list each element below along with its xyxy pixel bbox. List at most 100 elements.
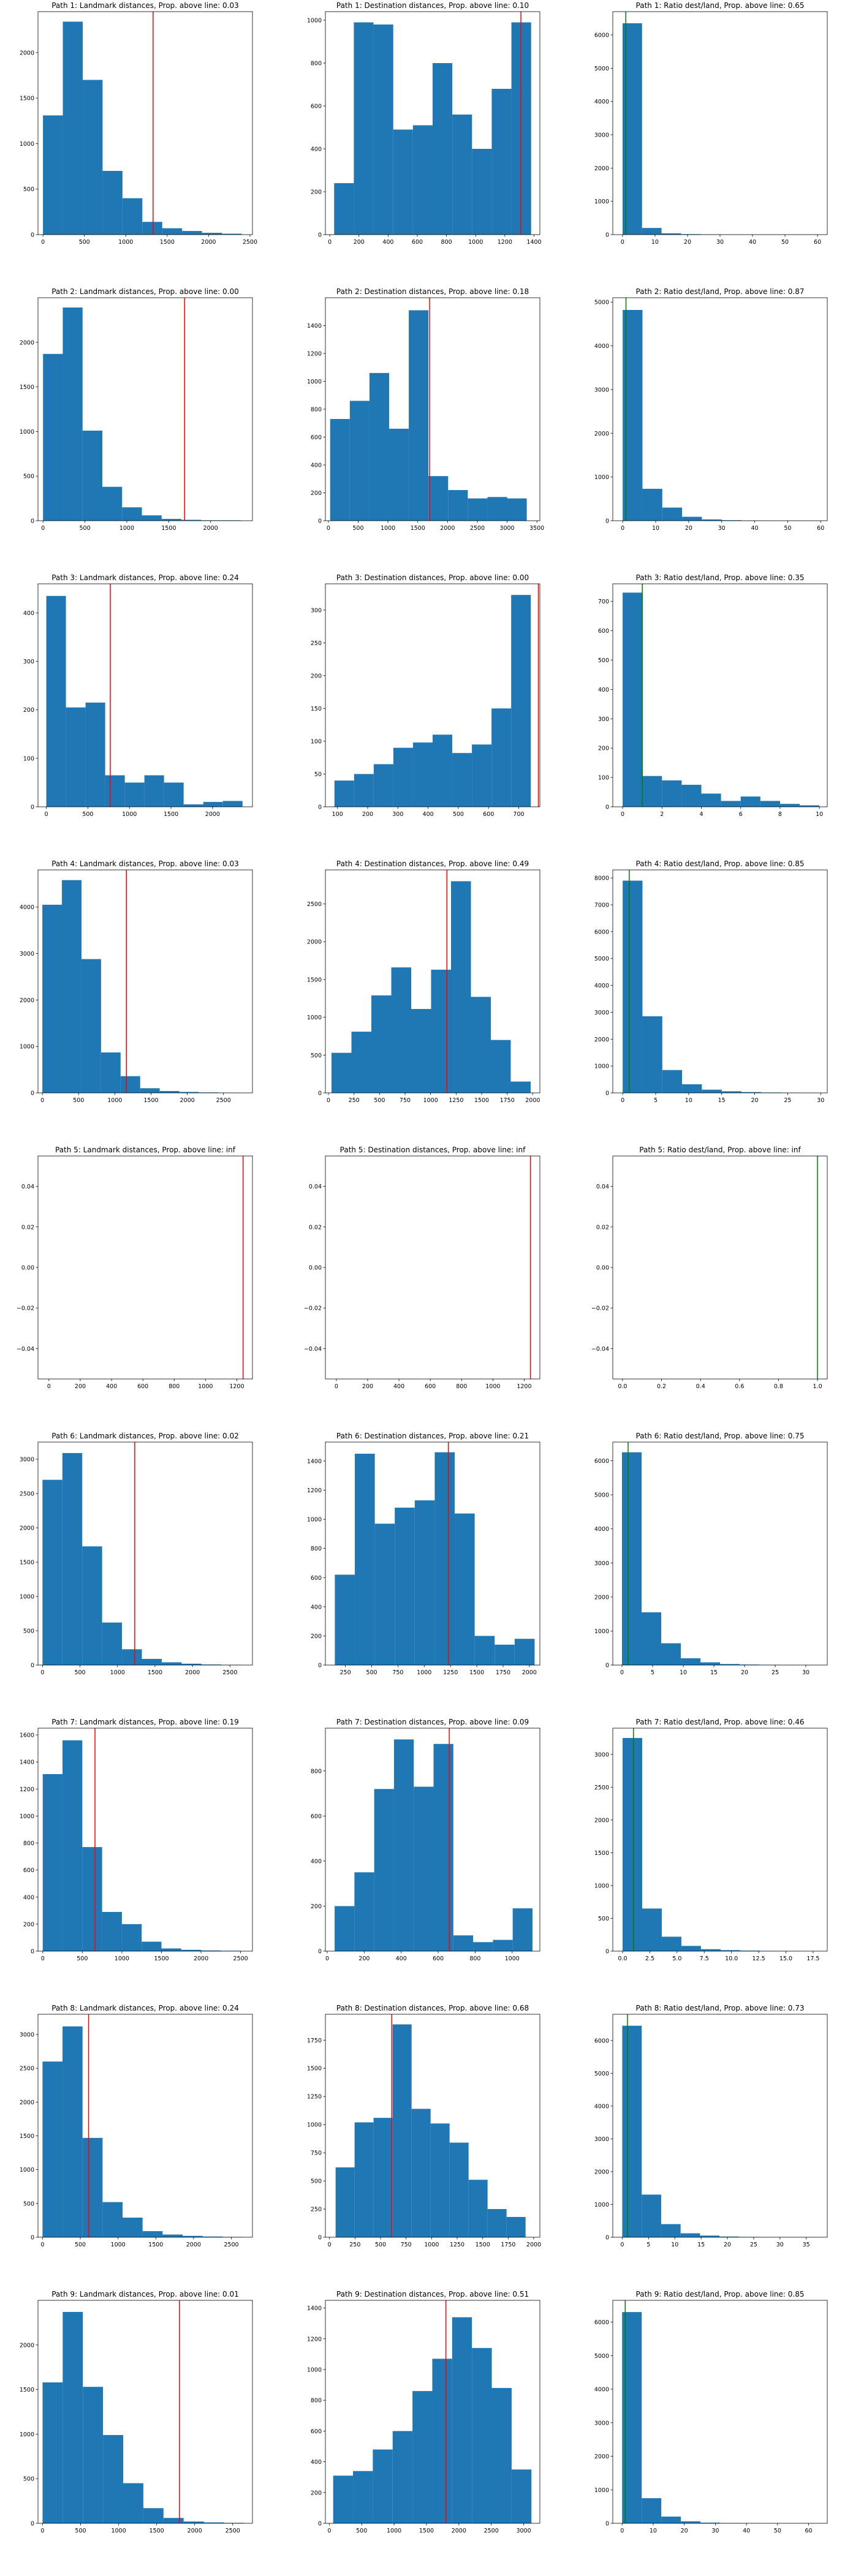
y-tick-label: 0: [31, 804, 34, 811]
y-tick-label: 200: [311, 490, 322, 497]
x-tick-label: 0: [621, 525, 624, 532]
x-tick-label: 2000: [185, 1669, 200, 1676]
y-tick-label: 0: [605, 1663, 609, 1669]
chart-title: Path 5: Ratio dest/land, Prop. above lin…: [639, 1146, 801, 1154]
histogram-bar: [42, 2061, 63, 2237]
chart-title: Path 4: Destination distances, Prop. abo…: [336, 859, 529, 868]
y-tick-label: 1500: [20, 2133, 34, 2140]
histogram-bar: [332, 1052, 352, 1093]
x-tick-label: 35: [803, 2242, 810, 2248]
x-tick-label: 0: [325, 1955, 329, 1962]
chart-panel: Path 4: Destination distances, Prop. abo…: [307, 859, 540, 1104]
histogram-bar: [374, 1789, 394, 1951]
x-tick-label: 50: [784, 525, 791, 532]
x-tick-label: 0: [41, 525, 45, 532]
histogram-bar: [374, 1524, 395, 1665]
y-tick-label: 600: [311, 104, 322, 110]
y-tick-label: 5000: [594, 956, 609, 962]
x-tick-label: 30: [802, 1669, 809, 1676]
histogram-bar: [63, 2026, 83, 2237]
x-tick-label: 0: [620, 2528, 624, 2534]
histogram-bar: [491, 1040, 511, 1093]
x-tick-label: 100: [332, 811, 343, 818]
histogram-bar: [622, 1452, 642, 1665]
histogram-bar: [182, 231, 202, 235]
y-tick-label: 400: [23, 610, 34, 617]
chart-title: Path 3: Landmark distances, Prop. above …: [51, 573, 239, 582]
histogram-bar: [122, 198, 143, 235]
x-tick-label: 5.0: [672, 1955, 681, 1962]
histogram-bar: [354, 1872, 374, 1951]
histogram-bar: [201, 1664, 222, 1665]
histogram-bar: [140, 1088, 160, 1093]
x-tick-label: 50: [781, 239, 789, 246]
y-tick-label: 0: [31, 232, 34, 239]
x-tick-label: 0: [328, 2242, 332, 2248]
y-tick-label: 0.02: [596, 1224, 609, 1231]
histogram-bar: [63, 2311, 83, 2523]
y-tick-label: −0.02: [591, 1305, 609, 1312]
chart-panel: Path 7: Ratio dest/land, Prop. above lin…: [594, 1718, 828, 1962]
x-tick-label: 200: [358, 1955, 370, 1962]
histogram-bar: [491, 89, 512, 235]
histogram-bar: [354, 22, 374, 235]
x-tick-label: 600: [425, 1383, 436, 1390]
y-tick-label: 200: [311, 673, 322, 679]
histogram-bar: [120, 1076, 140, 1093]
x-tick-label: 0: [327, 525, 330, 532]
y-tick-label: 1000: [594, 198, 609, 205]
y-tick-label: 400: [311, 2459, 322, 2466]
y-tick-label: 1000: [594, 2487, 609, 2494]
x-tick-label: 0.8: [774, 1383, 783, 1390]
y-tick-label: 0.00: [309, 1265, 322, 1272]
histogram-bar: [721, 1091, 741, 1093]
y-tick-label: −0.02: [17, 1305, 34, 1312]
x-tick-label: 0: [41, 1955, 45, 1962]
histogram-bar: [491, 708, 512, 807]
histogram-bar: [373, 2449, 393, 2523]
x-tick-label: 25: [784, 1097, 791, 1104]
chart-panel: Path 1: Ratio dest/land, Prop. above lin…: [594, 1, 828, 246]
x-tick-label: 10: [671, 2242, 678, 2248]
y-tick-label: 600: [311, 2428, 322, 2435]
chart-panel: Path 2: Destination distances, Prop. abo…: [307, 287, 544, 532]
y-tick-label: 2500: [307, 901, 322, 908]
y-tick-label: 100: [23, 755, 34, 762]
histogram-bar: [183, 2235, 203, 2237]
y-tick-label: 0: [318, 1949, 322, 1955]
histogram-bar: [102, 1622, 123, 1665]
y-tick-label: 0: [31, 1090, 34, 1097]
histogram-bar: [472, 744, 492, 807]
y-tick-label: 1000: [594, 1063, 609, 1070]
x-tick-label: 500: [82, 811, 93, 818]
histogram-bar: [507, 498, 527, 521]
histogram-bar: [409, 310, 429, 521]
y-tick-label: 0.02: [21, 1224, 34, 1231]
histogram-bar: [662, 1070, 683, 1093]
y-tick-label: 1200: [307, 2336, 322, 2343]
axes-frame: [37, 297, 253, 521]
axes-frame: [325, 869, 540, 1093]
histogram-bar: [474, 1636, 495, 1665]
y-tick-label: 800: [311, 407, 322, 414]
chart-title: Path 6: Destination distances, Prop. abo…: [336, 1432, 529, 1440]
axes-frame: [612, 583, 828, 807]
x-tick-label: 1200: [517, 1383, 531, 1390]
histogram-bar: [103, 2434, 124, 2523]
x-tick-label: 2000: [440, 525, 455, 532]
y-tick-label: 2000: [20, 50, 34, 56]
y-tick-label: 1000: [594, 1883, 609, 1889]
x-tick-label: 60: [817, 525, 824, 532]
chart-panel: Path 6: Landmark distances, Prop. above …: [20, 1432, 253, 1676]
y-tick-label: 1000: [20, 429, 34, 436]
histogram-bar: [721, 520, 741, 521]
histogram-bar: [493, 1940, 513, 1951]
y-tick-label: 2000: [20, 997, 34, 1004]
histogram-bar: [123, 2483, 143, 2523]
x-tick-label: 10.0: [725, 1955, 738, 1962]
y-tick-label: 0.00: [21, 1265, 34, 1272]
x-tick-label: 3500: [529, 525, 544, 532]
histogram-bar: [222, 233, 242, 235]
x-tick-label: 1000: [111, 2242, 126, 2248]
x-tick-label: 1500: [148, 1669, 162, 1676]
